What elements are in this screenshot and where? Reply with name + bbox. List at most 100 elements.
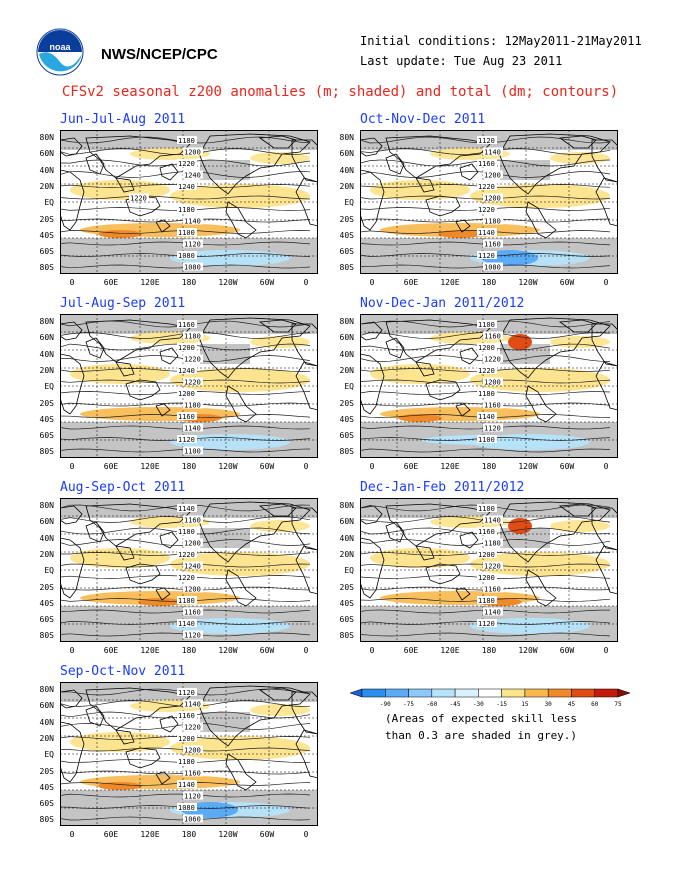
contour-label-bg [177,688,197,696]
contour-label-bg [183,538,203,547]
contour-label-bg [483,377,503,386]
coastline [85,503,191,547]
contour-label: 1200 [478,344,495,352]
contour-label-bg [477,596,497,604]
contour-label-bg [177,412,197,420]
lon-tick-label: 180 [481,646,497,655]
coastline [125,563,161,585]
contour-label-bg [177,757,197,765]
contour-label-bg [177,734,197,742]
lat-tick-label: 60S [339,615,354,625]
lon-tick-label: 120E [140,830,160,839]
colorbar-segment [524,688,549,698]
map-panel: Dec-Jan-Feb 2011/2012 80N 60N 40N 20N EQ 20S 40… [328,480,626,664]
map-frame [60,682,318,826]
panel-title: Jul-Aug-Sep 2011 [60,296,186,311]
panel-title: Aug-Sep-Oct 2011 [60,480,186,495]
lat-tick-label: 20N [39,365,54,375]
contour-label-bg [477,619,497,627]
lon-tick-label: 0 [303,830,309,839]
lon-tick-label: 180 [181,830,197,839]
coastline [455,587,471,601]
contour-label: 1140 [484,517,501,525]
panel-title: Nov-Dec-Jan 2011/2012 [360,296,525,311]
contour-label: 1200 [184,149,201,157]
lat-tick-label: 20N [39,549,54,559]
contour-label-bg [483,515,503,524]
noaa-logo: noaa [36,28,84,76]
colorbar-level-label: -15 [496,701,507,708]
contour-label: 1200 [184,747,201,755]
contour-label-bg [477,366,497,374]
lon-tick-label: 0 [69,462,75,471]
contour-label-bg [177,596,197,604]
lon-tick-label: 60W [259,830,275,839]
lat-tick-label: 20N [39,181,54,191]
lat-tick-label: EQ [344,198,354,208]
z200-anomaly-map: 1180 1200 1220 1240 1240 1220 1180 1140 1100 1120… [60,130,318,274]
contour-label-bg [477,550,497,558]
lon-tick-label: 120W [518,278,538,287]
contour-label: 1200 [484,172,501,180]
contour-label-bg [483,216,503,225]
lat-tick-label: 40S [39,414,54,424]
lat-tick-label: 80S [39,631,54,641]
coastline [115,545,135,561]
contour-label: 1180 [478,390,495,398]
lon-tick-label: 0 [69,830,75,839]
lon-tick-label: 60E [103,278,119,287]
lat-tick-label: 60N [339,149,354,159]
contour-label-bg [483,170,503,179]
contour-label: 1100 [178,229,195,237]
contour-label-bg [477,389,497,397]
contour-label: 1100 [184,448,201,456]
coastline [159,715,179,733]
contour-label: 1180 [184,333,201,341]
lon-tick-label: 60E [103,462,119,471]
lat-tick-label: 80S [39,447,54,457]
lon-tick-label: 0 [303,278,309,287]
lat-tick-label: EQ [44,566,54,576]
colorbar-level-label: 75 [614,701,622,708]
anomaly-positive [250,336,310,348]
lon-tick-label: 60E [103,830,119,839]
lon-tick-label: 60W [259,646,275,655]
contour-label: 1140 [184,218,201,226]
contour-label-bg [177,251,197,259]
lon-tick-label: 0 [369,462,375,471]
contour-label: 1160 [178,712,195,720]
coastline [591,507,618,551]
note-line-2: than 0.3 are shaded in grey.) [385,729,578,742]
coastline [60,505,83,525]
contour-label-bg [183,745,203,754]
colorbar-level-label: -90 [380,701,391,708]
lat-tick-label: 40N [39,533,54,543]
lat-tick-label: 20S [39,398,54,408]
coastline [459,163,479,181]
coastline [155,587,171,601]
coastline [295,361,318,411]
panel-title: Dec-Jan-Feb 2011/2012 [360,480,525,495]
lon-tick-label: 60E [403,462,419,471]
anomaly-positive [508,334,532,350]
lat-tick-label: 80N [339,133,354,142]
lon-tick-label: 120W [518,646,538,655]
contour-label-bg [477,251,497,259]
coastline [360,137,383,157]
coastline [85,153,105,175]
colorbar-level-label: 15 [521,701,529,708]
lat-tick-label: 40N [39,165,54,175]
lat-tick-label: 60N [39,701,54,711]
lon-tick-label: 180 [181,646,197,655]
contour-label-bg [183,377,203,386]
contour-label: 1200 [184,586,201,594]
contour-label-bg [483,193,503,202]
map-frame [360,314,618,458]
coastline [360,321,383,341]
coastline [85,687,191,731]
contour-label-bg [183,515,203,524]
lon-tick-label: 0 [69,646,75,655]
contour-label-bg [477,320,497,328]
contour-label-bg [177,205,197,213]
contour-label: 1120 [184,632,201,640]
